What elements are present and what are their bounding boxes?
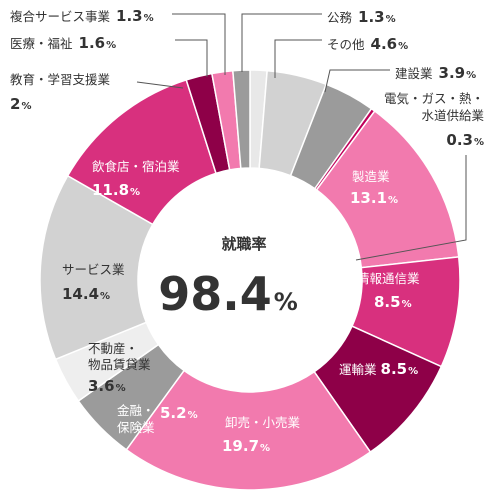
labels-group: 公務 1.3% その他 4.6% 建設業 3.9% 電気・ガス・熱・ 水道供給業 0.… — [10, 7, 484, 455]
label-finance-value: 5.2% — [160, 404, 198, 422]
leader-line-0 — [241, 13, 322, 72]
label-realestate-line2: 物品賃貸業 — [88, 357, 151, 372]
center-value: 98.4% — [158, 267, 298, 321]
label-other: その他 4.6% — [327, 35, 408, 53]
label-manufacturing-value: 13.1% — [350, 189, 398, 207]
slice-14 — [232, 69, 251, 170]
label-utilities-value: 0.3% — [446, 131, 484, 149]
label-retail-value: 19.7% — [222, 437, 270, 455]
label-utilities-line1: 電気・ガス・熱・ — [384, 91, 484, 106]
center-title: 就職率 — [221, 235, 266, 253]
leader-lines-group — [136, 13, 467, 261]
label-finance-line1: 金融・ — [117, 403, 155, 418]
slice-7 — [125, 369, 372, 491]
label-medical: 医療・福祉 1.6% — [10, 34, 116, 52]
leader-line-5 — [136, 81, 184, 89]
label-ict-value: 8.5% — [374, 293, 412, 311]
leader-line-1 — [274, 39, 322, 78]
label-services-value: 14.4% — [62, 285, 110, 303]
label-compound-services: 複合サービス事業 1.3% — [10, 7, 154, 25]
center-value-unit: % — [274, 288, 298, 316]
label-construction: 建設業 3.9% — [395, 64, 476, 82]
leader-line-4 — [175, 39, 208, 77]
label-retail-name: 卸売・小売業 — [225, 415, 301, 430]
label-food-name: 飲食店・宿泊業 — [92, 159, 180, 174]
slices-group — [39, 69, 461, 491]
label-ict-name: 情報通信業 — [357, 271, 420, 286]
label-education-name: 教育・学習支援業 — [10, 72, 111, 87]
label-realestate-line1: 不動産・ — [88, 341, 138, 356]
label-education-value: 2% — [10, 95, 31, 113]
label-finance-line2: 保険業 — [117, 420, 155, 435]
label-public-service: 公務 1.3% — [327, 8, 396, 26]
leader-line-3 — [355, 155, 467, 261]
label-services-name: サービス業 — [62, 262, 125, 277]
leader-line-2 — [324, 69, 390, 93]
label-realestate-value: 3.6% — [88, 377, 126, 395]
label-food-value: 11.8% — [92, 181, 140, 199]
leader-line-6 — [172, 13, 226, 75]
label-manufacturing-name: 製造業 — [352, 169, 390, 184]
label-utilities-line2: 水道供給業 — [421, 108, 484, 123]
center-value-number: 98.4 — [158, 267, 272, 321]
label-transport: 運輸業 8.5% — [339, 360, 418, 378]
